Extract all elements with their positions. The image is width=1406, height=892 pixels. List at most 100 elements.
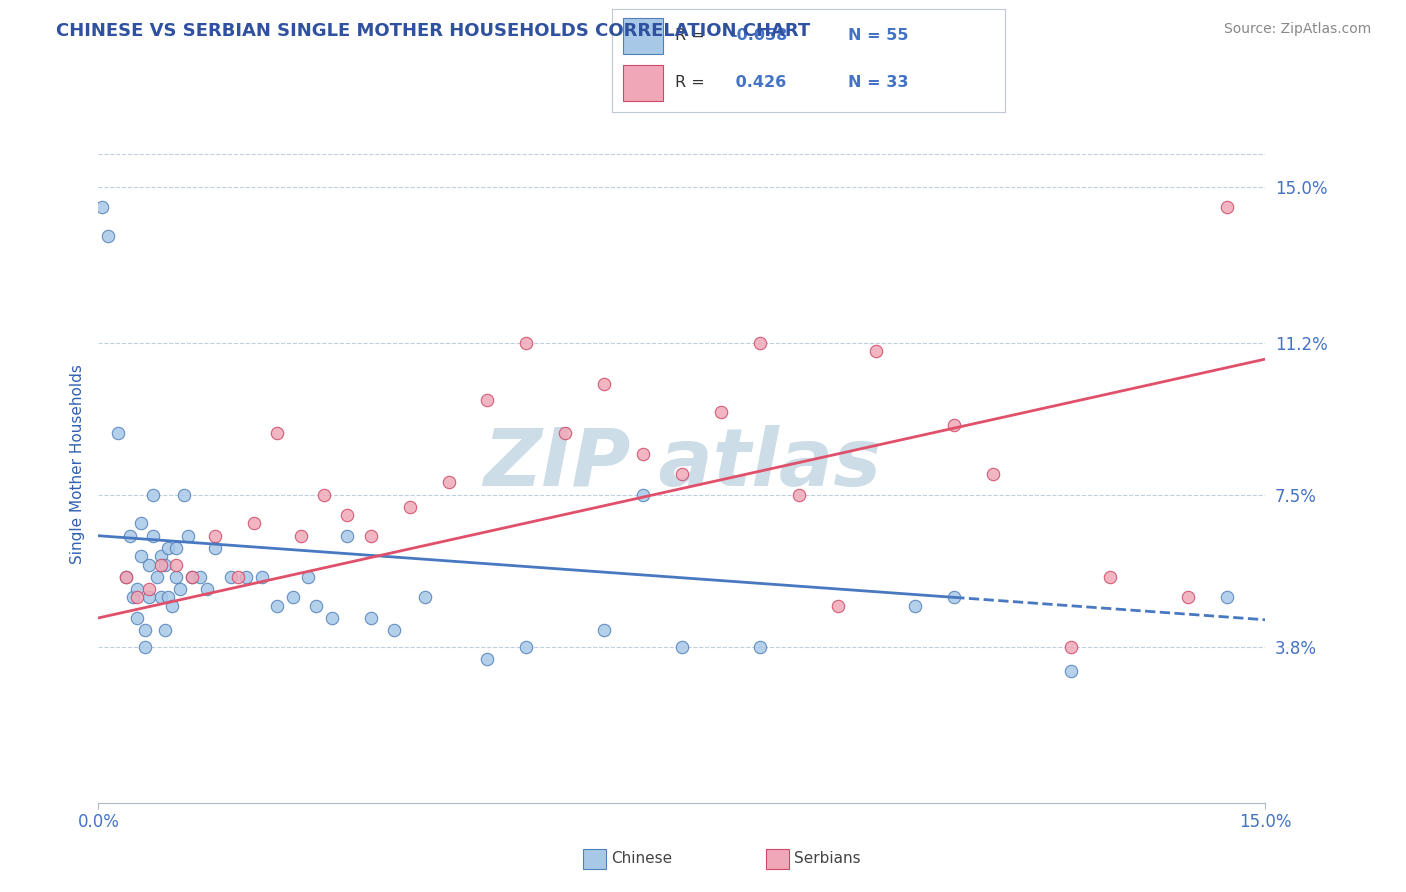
Point <box>413 591 436 605</box>
Point <box>149 591 172 605</box>
Point <box>437 475 460 490</box>
Point <box>336 529 359 543</box>
Point <box>157 591 180 605</box>
Point <box>593 624 616 638</box>
Point <box>943 591 966 605</box>
Point <box>243 516 266 531</box>
Text: Source: ZipAtlas.com: Source: ZipAtlas.com <box>1223 22 1371 37</box>
Point <box>748 640 770 654</box>
Point <box>149 558 172 572</box>
Point <box>554 425 576 440</box>
Point <box>321 611 343 625</box>
Point <box>134 640 156 654</box>
Point <box>157 541 180 555</box>
Point <box>398 500 420 514</box>
Point <box>204 529 226 543</box>
Point <box>195 582 218 596</box>
Point <box>134 624 156 638</box>
Point <box>129 516 152 531</box>
Point <box>266 425 288 440</box>
Point <box>943 417 966 432</box>
Point <box>169 582 191 596</box>
Point <box>91 200 114 214</box>
Point <box>127 582 149 596</box>
Point <box>188 570 211 584</box>
Point <box>297 570 319 584</box>
Point <box>122 591 145 605</box>
Point <box>515 640 537 654</box>
Point <box>250 570 273 584</box>
Point <box>118 529 141 543</box>
Point <box>138 582 160 596</box>
Point <box>593 376 616 391</box>
Point <box>153 558 176 572</box>
Point <box>165 570 187 584</box>
Point <box>146 570 169 584</box>
Point <box>114 570 136 584</box>
Point <box>312 488 335 502</box>
Point <box>671 640 693 654</box>
Point <box>671 467 693 482</box>
Point <box>748 335 770 350</box>
Point <box>904 599 927 613</box>
Point <box>180 570 202 584</box>
Bar <box>623 18 662 54</box>
Point <box>149 549 172 564</box>
Point <box>127 611 149 625</box>
Text: 0.426: 0.426 <box>730 75 786 90</box>
Point <box>787 488 810 502</box>
Point <box>1177 591 1199 605</box>
Point <box>710 405 733 419</box>
Point <box>281 591 304 605</box>
Point <box>180 570 202 584</box>
Point <box>142 529 165 543</box>
Point <box>165 541 187 555</box>
Point <box>827 599 849 613</box>
Text: R =: R = <box>675 75 704 90</box>
Point <box>266 599 288 613</box>
Point <box>235 570 257 584</box>
Point <box>228 570 250 584</box>
Y-axis label: Single Mother Households: Single Mother Households <box>69 364 84 564</box>
Text: Chinese: Chinese <box>612 852 672 866</box>
Point <box>360 529 382 543</box>
Text: N = 33: N = 33 <box>848 75 908 90</box>
Point <box>173 488 195 502</box>
Text: -0.058: -0.058 <box>730 28 787 43</box>
Point <box>1215 591 1237 605</box>
Point <box>97 228 120 243</box>
Point <box>177 529 200 543</box>
Text: R =: R = <box>675 28 704 43</box>
Point <box>1098 570 1121 584</box>
Point <box>336 508 359 523</box>
Point <box>127 591 149 605</box>
Point <box>138 558 160 572</box>
Point <box>204 541 226 555</box>
Point <box>219 570 242 584</box>
Point <box>290 529 312 543</box>
Point <box>981 467 1004 482</box>
Point <box>1060 640 1083 654</box>
Point <box>1215 200 1237 214</box>
Text: ZIP atlas: ZIP atlas <box>482 425 882 503</box>
Point <box>129 549 152 564</box>
Bar <box>623 65 662 101</box>
Point <box>1060 665 1083 679</box>
Point <box>142 488 165 502</box>
Point <box>631 446 654 460</box>
Text: CHINESE VS SERBIAN SINGLE MOTHER HOUSEHOLDS CORRELATION CHART: CHINESE VS SERBIAN SINGLE MOTHER HOUSEHO… <box>56 22 810 40</box>
Point <box>114 570 136 584</box>
Text: Serbians: Serbians <box>794 852 860 866</box>
Text: N = 55: N = 55 <box>848 28 908 43</box>
Point <box>165 558 187 572</box>
Point <box>515 335 537 350</box>
Point <box>138 591 160 605</box>
Point <box>360 611 382 625</box>
Point <box>107 425 129 440</box>
Point <box>382 624 405 638</box>
Point <box>305 599 328 613</box>
Point <box>477 652 499 666</box>
Point <box>162 599 184 613</box>
Point <box>477 393 499 408</box>
Point <box>153 624 176 638</box>
